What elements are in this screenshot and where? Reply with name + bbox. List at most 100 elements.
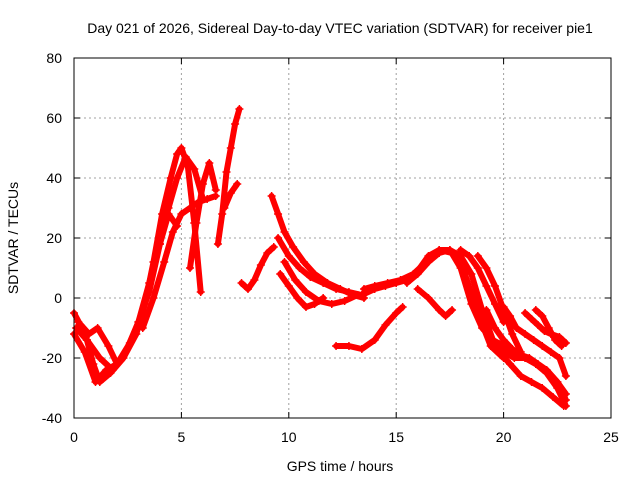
data-point [108, 366, 117, 374]
data-point [491, 282, 500, 290]
data-point [160, 258, 169, 266]
data-point [299, 258, 308, 266]
data-point [332, 342, 341, 350]
data-point [383, 279, 392, 287]
data-point [512, 324, 521, 332]
data-point [319, 294, 328, 302]
data-point [213, 240, 222, 248]
data-point [424, 294, 433, 302]
data-point [173, 150, 182, 158]
data-point [549, 393, 558, 401]
series-trail [474, 253, 524, 355]
data-point [381, 321, 390, 329]
data-point [555, 354, 564, 362]
series-sat-e [138, 192, 220, 332]
chart-title: Day 021 of 2026, Sidereal Day-to-day VTE… [87, 20, 593, 36]
y-tick-label: 0 [54, 290, 62, 306]
data-point [508, 330, 517, 338]
data-point [95, 354, 104, 362]
data-point [203, 195, 212, 203]
data-point [467, 300, 476, 308]
y-tick-label: 60 [46, 110, 62, 126]
data-point [508, 345, 517, 353]
x-tick-label: 10 [281, 429, 297, 445]
data-point [538, 342, 547, 350]
data-point [104, 342, 113, 350]
data-point [121, 348, 130, 356]
data-point [344, 342, 353, 350]
data-point [274, 210, 283, 218]
series-trail [277, 271, 327, 310]
data-point [134, 318, 143, 326]
series-trail [414, 286, 455, 319]
data-point [198, 180, 207, 188]
data-point [145, 279, 154, 287]
data-point [561, 339, 570, 347]
data-point [231, 120, 240, 128]
data-point [473, 252, 482, 260]
series-trail [483, 307, 569, 397]
series-sat-f [185, 159, 220, 272]
data-point [516, 351, 525, 359]
data-point [506, 360, 515, 368]
data-point [226, 189, 235, 197]
data-point [218, 210, 227, 218]
data-point [243, 285, 252, 293]
series-sat-g [213, 105, 244, 248]
data-point [192, 219, 201, 227]
series-sat-d [74, 318, 121, 368]
data-point [269, 243, 278, 251]
data-point [521, 330, 530, 338]
data-point [196, 288, 205, 296]
data-point [82, 336, 91, 344]
data-point [85, 330, 94, 338]
data-point [551, 336, 560, 344]
data-point [499, 303, 508, 311]
data-point [280, 258, 289, 266]
data-point [413, 270, 422, 278]
data-point [542, 366, 551, 374]
data-point [525, 354, 534, 362]
data-point [256, 261, 265, 269]
data-point [353, 291, 362, 299]
data-point [561, 372, 570, 380]
data-point [424, 258, 433, 266]
data-point [301, 288, 310, 296]
data-point [344, 288, 353, 296]
data-point [291, 276, 300, 284]
data-point [370, 282, 379, 290]
data-point [544, 324, 553, 332]
data-point [93, 324, 102, 332]
x-tick-label: 15 [388, 429, 404, 445]
data-point [173, 174, 182, 182]
series-sat-i [237, 243, 278, 293]
data-point [149, 294, 158, 302]
data-point [456, 246, 465, 254]
data-point [435, 306, 444, 314]
series-layer [70, 105, 570, 410]
data-point [181, 153, 190, 161]
y-tick-label: 20 [46, 230, 62, 246]
series-trail [238, 244, 277, 292]
data-point [284, 282, 293, 290]
data-point [138, 324, 147, 332]
data-point [482, 282, 491, 290]
data-point [370, 336, 379, 344]
data-point [538, 312, 547, 320]
series-sat-t [482, 306, 570, 398]
data-point [398, 303, 407, 311]
data-point [293, 294, 302, 302]
data-point [435, 249, 444, 257]
data-point [533, 321, 542, 329]
data-point [486, 342, 495, 350]
data-point [521, 309, 530, 317]
data-point [301, 303, 310, 311]
x-tick-label: 25 [603, 429, 619, 445]
y-axis-label: SDTVAR / TECUs [5, 182, 21, 294]
data-point [177, 144, 186, 152]
data-point [263, 249, 272, 257]
data-point [467, 270, 476, 278]
data-point [332, 285, 341, 293]
data-point [190, 165, 199, 173]
data-point [529, 336, 538, 344]
